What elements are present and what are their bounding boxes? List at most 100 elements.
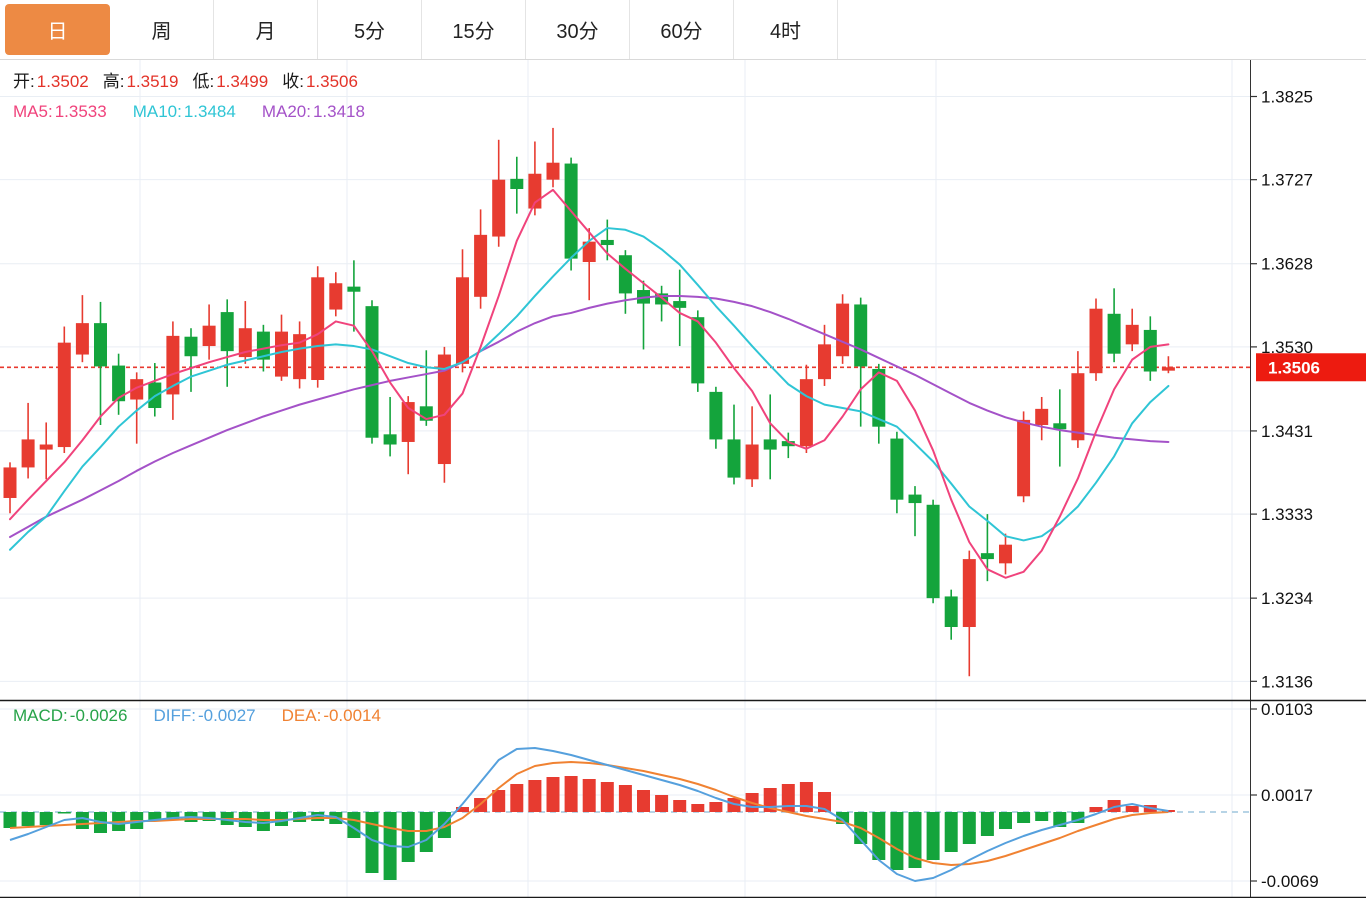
- readout-dea: DEA: -0.0014: [282, 705, 381, 727]
- candle-down: [763, 394, 777, 480]
- candle-down: [1053, 389, 1067, 467]
- candle-body: [383, 434, 397, 445]
- macd-bar-positive: [546, 777, 560, 812]
- macd-bar-negative: [148, 812, 162, 821]
- macd-bar-positive: [510, 784, 524, 812]
- candle-up: [745, 406, 759, 487]
- candle-body: [329, 283, 343, 310]
- candle-body: [293, 334, 307, 380]
- candle-body: [999, 544, 1012, 564]
- candle-up: [1125, 308, 1139, 352]
- price-axis-label: 1.3825: [1261, 87, 1313, 106]
- candle-body: [745, 444, 759, 480]
- candle-up: [474, 209, 488, 309]
- dea-label: DEA:: [281, 706, 322, 725]
- macd-bar-negative: [21, 812, 35, 826]
- candle-up: [1161, 356, 1175, 374]
- macd-bar-positive: [600, 782, 614, 812]
- candle-body: [1143, 329, 1157, 372]
- price-axis-label: 1.3234: [1261, 589, 1313, 608]
- tab-60min[interactable]: 60分: [630, 0, 734, 59]
- price-axis-label: 1.3727: [1261, 171, 1313, 190]
- macd-bar-negative: [202, 812, 216, 821]
- candle-body: [980, 553, 994, 560]
- price-axis-label: 1.3431: [1261, 422, 1313, 441]
- candle-up: [999, 533, 1012, 575]
- candle-body: [962, 559, 976, 628]
- readout-diff: DIFF: -0.0027: [153, 705, 255, 727]
- candle-up: [202, 304, 216, 360]
- macd-bar-negative: [347, 812, 361, 838]
- candle-body: [474, 234, 488, 297]
- candle-down: [112, 353, 126, 415]
- tab-15min[interactable]: 15分: [422, 0, 526, 59]
- macd-bar-negative: [1017, 812, 1031, 823]
- candle-down: [94, 301, 107, 425]
- candle-up: [456, 249, 469, 373]
- open-value: 1.3502: [36, 72, 89, 91]
- macd-bar-negative: [166, 812, 180, 820]
- readout-ma20: MA20: 1.3418: [262, 101, 365, 123]
- macd-bar-negative: [962, 812, 976, 844]
- candle-body: [1125, 324, 1139, 345]
- readout-open: 开: 1.3502: [13, 71, 89, 93]
- candle-down: [1143, 316, 1157, 381]
- tab-30min[interactable]: 30分: [526, 0, 630, 59]
- candle-up: [836, 294, 850, 364]
- price-axis-label: 1.3628: [1261, 255, 1313, 274]
- macd-bar-positive: [691, 804, 705, 812]
- macd-bar-negative: [999, 812, 1012, 829]
- tab-week[interactable]: 周: [110, 0, 214, 59]
- candle-up: [3, 462, 17, 514]
- candle-body: [1161, 367, 1175, 371]
- candle-down: [673, 269, 687, 347]
- tab-4hour[interactable]: 4时: [734, 0, 838, 59]
- ma10-label: MA10:: [132, 102, 182, 121]
- close-value: 1.3506: [305, 72, 358, 91]
- candle-body: [238, 328, 252, 358]
- candle-down: [890, 431, 904, 514]
- macd-bar-negative: [57, 812, 71, 814]
- macd-bar-positive: [673, 800, 687, 812]
- candle-up: [238, 301, 252, 364]
- macd-bar-positive: [492, 790, 506, 812]
- candle-body: [818, 344, 831, 380]
- tab-month[interactable]: 月: [214, 0, 318, 59]
- macd-bar-negative: [3, 812, 17, 828]
- open-label: 开:: [13, 72, 35, 91]
- tab-5min-label: 5分: [353, 21, 386, 43]
- macd-bar-positive: [818, 792, 831, 812]
- macd-bar-negative: [311, 812, 325, 821]
- tab-5min[interactable]: 5分: [318, 0, 422, 59]
- candle-body: [21, 439, 35, 468]
- candle-up: [546, 127, 560, 188]
- candle-up: [492, 139, 506, 247]
- candle-up: [799, 364, 813, 453]
- tab-15min-label: 15分: [452, 21, 495, 43]
- candle-up: [1089, 298, 1103, 381]
- macd-axis-label: 0.0103: [1261, 700, 1313, 719]
- last-price-badge-text: 1.3506: [1268, 358, 1320, 377]
- candle-down: [347, 260, 361, 332]
- dea-line: [9, 761, 1169, 866]
- macd-bar-positive: [582, 779, 596, 812]
- macd-bar-negative: [890, 812, 904, 870]
- candle-body: [1107, 313, 1121, 354]
- candle-down: [184, 328, 198, 392]
- tabbar-spacer: [838, 0, 1366, 59]
- macd-bar-negative: [980, 812, 994, 836]
- candle-down: [510, 156, 524, 214]
- candle-body: [256, 331, 270, 360]
- price-axis-label: 1.3136: [1261, 672, 1313, 691]
- macd-axis-label: -0.0069: [1261, 872, 1319, 891]
- candle-down: [419, 350, 433, 426]
- candle-body: [908, 494, 922, 504]
- candle-body: [763, 439, 777, 450]
- ma20-label: MA20:: [261, 102, 311, 121]
- tab-day[interactable]: 日: [5, 4, 110, 55]
- timeframe-tabbar: 日 周 月 5分 15分 30分 60分 4时: [0, 0, 1366, 60]
- candle-body: [1053, 423, 1067, 430]
- candle-down: [383, 396, 397, 457]
- tab-30min-label: 30分: [556, 21, 599, 43]
